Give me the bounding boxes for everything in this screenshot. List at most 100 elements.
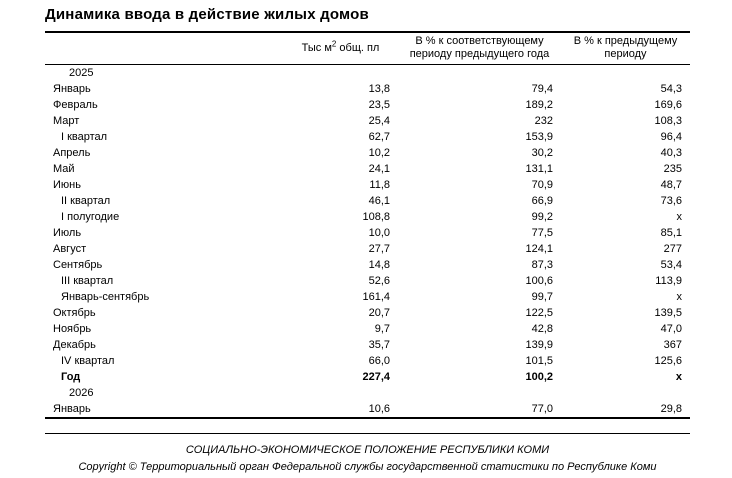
row-value-pct-prev-period: 367 — [663, 339, 682, 351]
row-label: Сентябрь — [53, 259, 103, 271]
row-value-thousand-sqm: 46,1 — [368, 195, 390, 207]
table-row: I квартал 62,7 153,9 96,4 — [45, 129, 690, 145]
row-value-pct-prev-period: 29,8 — [660, 403, 682, 415]
table-row: Февраль 23,5 189,2 169,6 — [45, 97, 690, 113]
row-value-pct-prev-year: 139,9 — [525, 339, 553, 351]
row-value-pct-prev-period: 96,4 — [660, 131, 682, 143]
row-value-pct-prev-year: 87,3 — [531, 259, 553, 271]
row-value-pct-prev-year: 122,5 — [525, 307, 553, 319]
row-label: Ноябрь — [53, 323, 92, 335]
row-label: Май — [53, 163, 75, 175]
table-body: 2025 Январь 13,8 79,4 54,3 Февраль 23,5 … — [45, 65, 690, 419]
row-label: Март — [53, 115, 80, 127]
row-value-pct-prev-period: 108,3 — [654, 115, 682, 127]
table-row: I полугодие 108,8 99,2 x — [45, 209, 690, 225]
header-pct-prev-period: В % к предыдущему периоду — [561, 32, 690, 65]
row-value-thousand-sqm: 108,8 — [362, 211, 390, 223]
row-value-pct-prev-period: 169,6 — [654, 99, 682, 111]
row-value-thousand-sqm: 25,4 — [368, 115, 390, 127]
header-pct-prev-period-line1: В % к предыдущему — [573, 35, 678, 47]
row-value-pct-prev-period: x — [676, 291, 683, 303]
header-pct-prev-year-line1: В % к соответствующему — [415, 35, 544, 47]
row-value-thousand-sqm: 10,2 — [368, 147, 390, 159]
row-value-pct-prev-year: 100,2 — [525, 371, 553, 383]
header-unit-suffix: общ. пл — [336, 41, 380, 54]
row-label: 2025 — [69, 67, 94, 79]
row-value-pct-prev-period: 53,4 — [660, 259, 682, 271]
header-unit-prefix: Тыс м — [301, 41, 332, 54]
row-label: Февраль — [53, 99, 98, 111]
row-value-thousand-sqm: 20,7 — [368, 307, 390, 319]
row-value-pct-prev-year: 131,1 — [525, 163, 553, 175]
row-label: I квартал — [61, 131, 108, 143]
row-value-thousand-sqm: 24,1 — [368, 163, 390, 175]
row-value-pct-prev-year: 42,8 — [531, 323, 553, 335]
row-value-thousand-sqm: 27,7 — [368, 243, 390, 255]
row-value-pct-prev-period: x — [676, 211, 683, 223]
table-row: Год 227,4 100,2 x — [45, 369, 690, 385]
header-unit-superscript: 2 — [331, 38, 337, 48]
publication-title: СОЦИАЛЬНО-ЭКОНОМИЧЕСКОЕ ПОЛОЖЕНИЕ РЕСПУБ… — [185, 444, 550, 456]
row-value-pct-prev-period: 125,6 — [654, 355, 682, 367]
row-value-pct-prev-year: 79,4 — [531, 83, 553, 95]
row-value-pct-prev-year: 66,9 — [531, 195, 553, 207]
row-value-pct-prev-year: 77,0 — [531, 403, 553, 415]
row-value-pct-prev-period: 113,9 — [655, 275, 682, 287]
row-value-pct-prev-year: 100,6 — [525, 275, 553, 287]
row-value-pct-prev-period: 40,3 — [660, 147, 682, 159]
table-row: 2025 — [45, 65, 690, 82]
table-row: IV квартал 66,0 101,5 125,6 — [45, 353, 690, 369]
row-value-thousand-sqm: 13,8 — [368, 83, 390, 95]
row-value-pct-prev-year: 232 — [534, 115, 553, 127]
row-value-thousand-sqm: 9,7 — [374, 323, 390, 335]
row-value-pct-prev-year: 77,5 — [531, 227, 553, 239]
header-pct-prev-year: В % к соответствующему периоду предыдуще… — [398, 32, 561, 65]
table-row: Январь 10,6 77,0 29,8 — [45, 401, 690, 418]
table-row: Январь 13,8 79,4 54,3 — [45, 81, 690, 97]
row-value-thousand-sqm: 35,7 — [368, 339, 390, 351]
row-value-pct-prev-period: 47,0 — [660, 323, 682, 335]
row-value-pct-prev-year — [398, 65, 561, 82]
row-value-pct-prev-period: 139,5 — [654, 307, 682, 319]
row-value-thousand-sqm: 161,4 — [362, 291, 390, 303]
table-row: Июль 10,0 77,5 85,1 — [45, 225, 690, 241]
row-label: 2026 — [69, 387, 94, 399]
row-value-pct-prev-period: 235 — [663, 163, 682, 175]
row-label: II квартал — [61, 195, 111, 207]
row-value-thousand-sqm: 227,4 — [362, 371, 390, 383]
table-row: II квартал 46,1 66,9 73,6 — [45, 193, 690, 209]
row-label: Июль — [53, 227, 82, 239]
table-row: Август 27,7 124,1 277 — [45, 241, 690, 257]
row-value-pct-prev-period — [561, 385, 690, 401]
row-value-pct-prev-period: 85,1 — [660, 227, 682, 239]
copyright-notice: Copyright © Территориальный орган Федера… — [78, 461, 657, 473]
row-label: I полугодие — [61, 211, 120, 223]
row-label: Апрель — [53, 147, 91, 159]
row-label: Август — [53, 243, 87, 255]
table-row: Декабрь 35,7 139,9 367 — [45, 337, 690, 353]
row-value-pct-prev-year: 124,1 — [525, 243, 553, 255]
table-row: III квартал 52,6 100,6 113,9 — [45, 273, 690, 289]
row-value-pct-prev-year: 99,2 — [531, 211, 553, 223]
row-value-thousand-sqm: 52,6 — [368, 275, 390, 287]
row-value-thousand-sqm — [283, 65, 398, 82]
table-row: Октябрь 20,7 122,5 139,5 — [45, 305, 690, 321]
row-label: Декабрь — [53, 339, 96, 351]
row-value-thousand-sqm: 66,0 — [368, 355, 390, 367]
row-label: Январь-сентябрь — [61, 291, 150, 303]
row-value-pct-prev-period — [561, 65, 690, 82]
table-row: 2026 — [45, 385, 690, 401]
row-value-pct-prev-period: 54,3 — [660, 83, 682, 95]
row-value-pct-prev-period: 48,7 — [660, 179, 682, 191]
row-label: Июнь — [53, 179, 81, 191]
row-value-pct-prev-period: x — [675, 371, 682, 383]
row-label: Октябрь — [53, 307, 96, 319]
table-row: Апрель 10,2 30,2 40,3 — [45, 145, 690, 161]
table-row: Сентябрь 14,8 87,3 53,4 — [45, 257, 690, 273]
row-value-thousand-sqm: 10,6 — [368, 403, 390, 415]
header-pct-prev-year-line2: периоду предыдущего года — [409, 48, 550, 60]
row-label: Январь — [53, 403, 91, 415]
row-value-pct-prev-year: 189,2 — [525, 99, 553, 111]
footer-separator — [45, 433, 690, 434]
